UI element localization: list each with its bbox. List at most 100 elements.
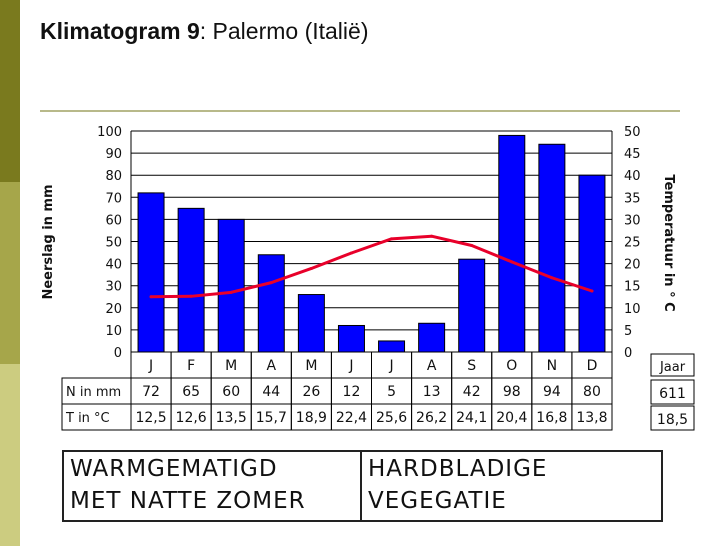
title-divider (40, 110, 680, 112)
table-value: 16,8 (536, 410, 567, 426)
side-bar-segment-dark (0, 0, 20, 182)
year-precip-cell (650, 379, 695, 405)
precipitation-bar (257, 254, 285, 353)
table-value: 24,1 (456, 410, 487, 426)
precipitation-bar (378, 340, 406, 353)
climate-type-line-1: WARMGEMATIGD (70, 456, 278, 482)
side-bar-segment-light (0, 364, 20, 546)
y2-tick-label: 20 (624, 258, 641, 273)
row-label: T in °C (65, 411, 110, 426)
month-label: N (547, 358, 557, 374)
temperature-point (189, 294, 193, 298)
table-value: 98 (503, 384, 521, 400)
month-label: A (427, 358, 437, 374)
page-title: Klimatogram 9: Palermo (Italië) (40, 18, 368, 45)
vegetation-line-1: HARDBLADIGE (368, 456, 548, 482)
y-tick-label: 80 (105, 169, 122, 184)
y-tick-label: 90 (105, 147, 122, 162)
month-label: D (587, 358, 598, 374)
year-temp-cell (650, 405, 695, 431)
table-value: 13,5 (216, 410, 247, 426)
table-value: 80 (583, 384, 601, 400)
year-header: Jaar (659, 360, 686, 375)
y2-tick-label: 5 (624, 324, 632, 339)
temperature-point (470, 243, 474, 247)
y2-tick-label: 10 (624, 302, 641, 317)
y-tick-label: 70 (105, 191, 122, 206)
precipitation-bar (458, 258, 486, 353)
month-label: M (225, 358, 237, 374)
month-label: J (148, 358, 153, 374)
side-bar-segment-mid (0, 182, 20, 364)
row-label: N in mm (66, 385, 121, 400)
y-tick-label: 0 (114, 346, 122, 361)
y-tick-label: 30 (105, 280, 122, 295)
table-value: 20,4 (496, 410, 527, 426)
table-value: 65 (182, 384, 200, 400)
table-value: 26,2 (416, 410, 447, 426)
vegetation-line-2: VEGEGATIE (368, 488, 507, 514)
temperature-point (309, 266, 313, 270)
precipitation-bar (418, 322, 446, 353)
precipitation-bar (578, 174, 606, 353)
temperature-point (430, 234, 434, 238)
y2-tick-label: 40 (624, 169, 641, 184)
table-cell (571, 403, 613, 431)
y-tick-label: 20 (105, 302, 122, 317)
month-label: J (388, 358, 393, 374)
table-value: 13,8 (576, 410, 607, 426)
title-bold: Klimatogram 9 (40, 18, 200, 44)
month-label: A (267, 358, 277, 374)
temperature-point (590, 289, 594, 293)
year-header-cell (650, 353, 695, 377)
table-value: 12,6 (176, 410, 207, 426)
y2-tick-label: 30 (624, 213, 641, 228)
month-label: F (187, 358, 195, 374)
climate-type-cell: WARMGEMATIGD MET NATTE ZOMER (64, 452, 362, 520)
table-value: 60 (222, 384, 240, 400)
precipitation-bar (297, 294, 325, 353)
table-value: 25,6 (376, 410, 407, 426)
y-tick-label: 100 (97, 125, 122, 140)
year-temp-value: 18,5 (657, 412, 688, 428)
temperature-point (390, 237, 394, 241)
table-value: 22,4 (336, 410, 367, 426)
temperature-line (149, 234, 594, 299)
table-value: 26 (302, 384, 320, 400)
temperature-point (269, 281, 273, 285)
y2-tick-label: 45 (624, 147, 641, 162)
precipitation-bar (137, 192, 165, 353)
month-label: O (506, 358, 517, 374)
precipitation-bar (538, 143, 566, 353)
side-decoration-bar (0, 0, 20, 546)
month-label: S (467, 358, 476, 374)
precipitation-bar (498, 134, 526, 353)
y-tick-label: 50 (105, 236, 122, 251)
precipitation-bar (337, 324, 365, 353)
temperature-point (349, 251, 353, 255)
y-tick-label: 60 (105, 213, 122, 228)
precipitation-bar (177, 207, 205, 353)
table-value: 72 (142, 384, 160, 400)
table-value: 94 (543, 384, 561, 400)
y2-axis-title: Temperatuur in ° C (661, 174, 676, 311)
climate-classification-box: WARMGEMATIGD MET NATTE ZOMER HARDBLADIGE… (62, 450, 663, 522)
month-label: M (305, 358, 317, 374)
temperature-point (149, 295, 153, 299)
y-axis-title: Neerslag in mm (41, 184, 56, 299)
temperature-point (229, 290, 233, 294)
y2-tick-label: 35 (624, 191, 641, 206)
precipitation-bar (217, 218, 245, 353)
temperature-point (550, 276, 554, 280)
table-value: 5 (387, 384, 396, 400)
month-label: J (348, 358, 353, 374)
title-rest: : Palermo (Italië) (199, 18, 369, 44)
table-value: 42 (463, 384, 481, 400)
table-value: 44 (262, 384, 280, 400)
y2-tick-label: 25 (624, 236, 641, 251)
y2-tick-label: 50 (624, 125, 641, 140)
year-precip-value: 611 (659, 386, 686, 402)
table-value: 12,5 (135, 410, 166, 426)
table-value: 12 (343, 384, 361, 400)
y2-tick-label: 0 (624, 346, 632, 361)
